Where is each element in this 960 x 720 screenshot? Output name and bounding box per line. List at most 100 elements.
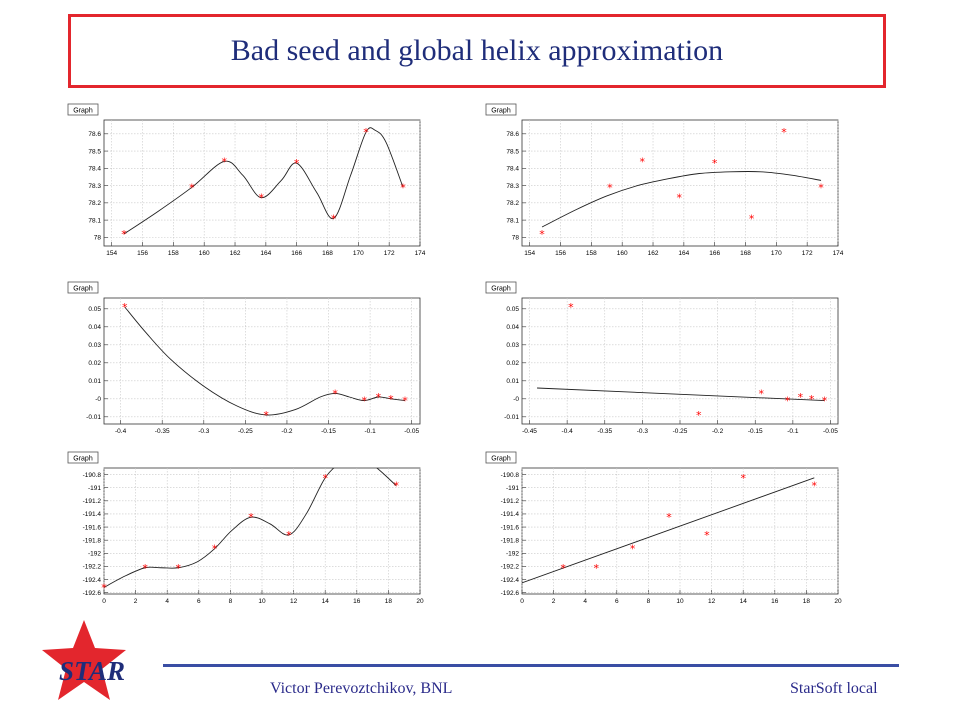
x-tick-label: -0.1 xyxy=(365,428,377,435)
x-tick-label: -0.05 xyxy=(404,428,419,435)
y-tick-label: -191.6 xyxy=(501,524,520,531)
fit-curve xyxy=(541,171,822,228)
y-tick-label: 78.4 xyxy=(506,166,519,173)
x-tick-label: 154 xyxy=(524,250,535,257)
data-point-marker: * xyxy=(388,393,394,406)
star-logo: STAR xyxy=(42,620,126,700)
fit-curve xyxy=(522,477,815,584)
x-tick-label: -0.45 xyxy=(522,428,537,435)
y-tick-label: -0 xyxy=(513,396,519,403)
data-point-marker: * xyxy=(740,472,746,485)
x-tick-label: -0.15 xyxy=(321,428,336,435)
y-tick-label: 78.1 xyxy=(88,217,101,224)
y-tick-label: -192.6 xyxy=(501,590,520,597)
y-tick-label: 0.02 xyxy=(506,360,519,367)
data-point-marker: * xyxy=(822,395,828,408)
graph-label: Graph xyxy=(73,286,93,293)
data-point-marker: * xyxy=(331,212,337,225)
x-tick-label: 170 xyxy=(771,250,782,257)
x-tick-label: -0.4 xyxy=(562,428,574,435)
y-tick-label: -191.4 xyxy=(501,511,520,518)
x-tick-label: 8 xyxy=(647,598,651,605)
x-tick-label: 158 xyxy=(168,250,179,257)
x-tick-label: 16 xyxy=(353,598,361,605)
data-point-marker: * xyxy=(221,155,227,168)
x-tick-label: -0.25 xyxy=(673,428,688,435)
star-logo-icon xyxy=(42,620,126,700)
data-point-marker: * xyxy=(704,529,710,542)
x-tick-label: 162 xyxy=(648,250,659,257)
x-tick-label: 8 xyxy=(229,598,233,605)
x-tick-label: -0.3 xyxy=(637,428,649,435)
data-point-marker: * xyxy=(539,228,545,241)
title-box: Bad seed and global helix approximation xyxy=(68,14,886,88)
y-tick-label: -192 xyxy=(88,551,101,558)
data-point-marker: * xyxy=(402,395,408,408)
y-tick-label: -190.8 xyxy=(501,472,520,479)
data-point-marker: * xyxy=(594,562,600,575)
y-tick-label: -191 xyxy=(88,485,101,492)
x-tick-label: 172 xyxy=(802,250,813,257)
graph-label: Graph xyxy=(491,108,511,115)
data-point-marker: * xyxy=(666,511,672,524)
x-tick-label: 172 xyxy=(384,250,395,257)
y-tick-label: -191.4 xyxy=(83,511,102,518)
data-point-marker: * xyxy=(294,157,300,170)
y-tick-label: -191.8 xyxy=(501,537,520,544)
x-tick-label: 168 xyxy=(322,250,333,257)
x-tick-label: 14 xyxy=(740,598,748,605)
x-tick-label: 174 xyxy=(833,250,844,257)
y-tick-label: 78.2 xyxy=(506,200,519,207)
x-tick-label: 6 xyxy=(197,598,201,605)
x-tick-label: 4 xyxy=(583,598,587,605)
data-point-marker: * xyxy=(362,395,368,408)
graph-label-box xyxy=(485,281,517,294)
x-tick-label: -0.2 xyxy=(712,428,724,435)
plot-frame xyxy=(521,119,839,247)
x-tick-label: 156 xyxy=(555,250,566,257)
data-point-marker: * xyxy=(560,562,566,575)
chart-panel-5: Graph 0 2 4 6 8 10 12 14 16 18 20 -192.6 -192.4 -192.2… xyxy=(64,450,426,612)
data-point-marker: * xyxy=(212,543,218,556)
chart-panel-6: Graph 0 2 4 6 8 10 12 14 16 18 20 -192.6 -192.4 -192.2… xyxy=(482,450,844,612)
x-tick-label: 18 xyxy=(803,598,811,605)
y-tick-label: -192.4 xyxy=(501,577,520,584)
data-point-marker: * xyxy=(322,472,328,485)
data-point-marker: * xyxy=(122,301,128,314)
y-tick-label: -192.2 xyxy=(83,564,102,571)
data-point-marker: * xyxy=(696,409,702,422)
y-tick-label: 78.6 xyxy=(88,131,101,138)
chart-panel-1: Graph 154 156 158 160 162 164 166 168 170 172 174 78… xyxy=(64,102,426,264)
x-tick-label: 6 xyxy=(615,598,619,605)
x-tick-label: -0.1 xyxy=(787,428,799,435)
data-point-marker: * xyxy=(781,126,787,139)
y-tick-label: 78.3 xyxy=(88,183,101,190)
y-tick-label: -192.4 xyxy=(83,577,102,584)
data-point-marker: * xyxy=(676,192,682,205)
footer-author: Victor Perevoztchikov, BNL xyxy=(270,680,453,697)
graph-label-box xyxy=(67,451,99,464)
y-tick-label: -191.2 xyxy=(501,498,520,505)
data-point-marker: * xyxy=(121,228,127,241)
graph-label: Graph xyxy=(73,108,93,115)
x-tick-label: 20 xyxy=(834,598,842,605)
x-tick-label: 166 xyxy=(709,250,720,257)
x-tick-label: -0.2 xyxy=(281,428,293,435)
x-tick-label: 16 xyxy=(771,598,779,605)
y-tick-label: 78.5 xyxy=(506,148,519,155)
y-tick-label: 78.6 xyxy=(506,131,519,138)
data-point-marker: * xyxy=(568,301,574,314)
x-tick-label: 0 xyxy=(102,598,106,605)
x-tick-label: 0 xyxy=(520,598,524,605)
data-point-marker: * xyxy=(749,212,755,225)
x-tick-label: 156 xyxy=(137,250,148,257)
graph-label: Graph xyxy=(73,456,93,463)
chart-panel-2: Graph 154 156 158 160 162 164 166 168 170 172 174 78… xyxy=(482,102,844,264)
data-point-marker: * xyxy=(798,391,804,404)
plot-frame xyxy=(103,297,421,425)
x-tick-label: 170 xyxy=(353,250,364,257)
x-tick-label: 10 xyxy=(258,598,266,605)
data-point-marker: * xyxy=(363,126,369,139)
y-tick-label: -191 xyxy=(506,485,519,492)
data-point-marker: * xyxy=(607,181,613,194)
